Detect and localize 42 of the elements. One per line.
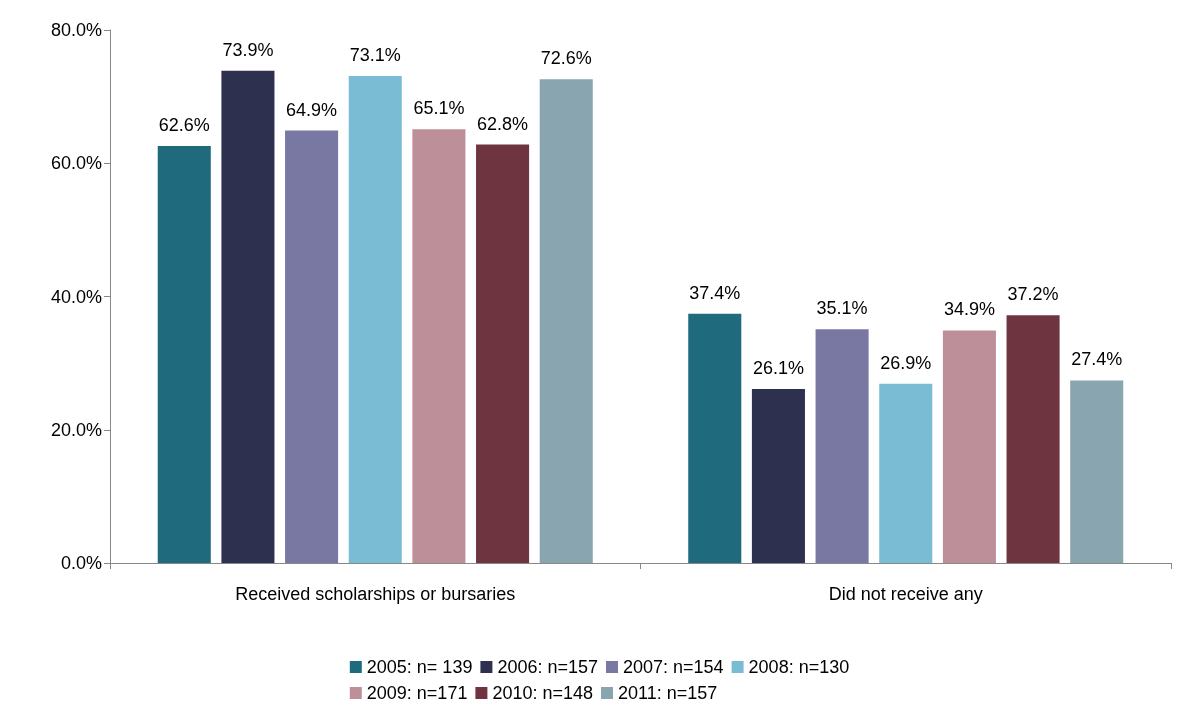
data-label: 34.9% <box>943 299 995 320</box>
data-label: 64.9% <box>286 99 338 120</box>
bar <box>879 383 933 563</box>
x-tick-label: Did not receive any <box>828 584 983 604</box>
legend-label: 2006: n=157 <box>497 657 599 677</box>
data-label: 27.4% <box>1071 349 1123 370</box>
bar <box>348 75 402 563</box>
y-tick-label: 20.0% <box>50 419 102 440</box>
bar <box>476 144 530 563</box>
legend-label: 2007: n=154 <box>623 657 724 677</box>
data-label: 26.9% <box>880 352 932 373</box>
bar <box>157 145 211 563</box>
bar <box>285 130 339 563</box>
data-label: 65.1% <box>413 98 465 119</box>
y-tick-label: 40.0% <box>50 286 102 307</box>
bar <box>1006 315 1060 563</box>
y-tick-label: 0.0% <box>60 553 102 573</box>
y-tick-label: 60.0% <box>50 153 102 174</box>
data-label: 73.1% <box>349 44 401 65</box>
legend-label: 2009: n=171 <box>366 683 468 703</box>
bar <box>751 389 805 563</box>
bar <box>688 313 742 563</box>
bar <box>1070 380 1124 563</box>
data-label: 62.6% <box>158 114 210 135</box>
bar <box>539 79 593 563</box>
data-label: 37.2% <box>1007 284 1059 305</box>
bar <box>221 70 275 563</box>
data-label: 73.9% <box>222 39 274 60</box>
x-tick-label: Received scholarships or bursaries <box>235 584 516 604</box>
legend-label: 2008: n=130 <box>748 657 850 677</box>
data-label: 72.6% <box>540 48 592 69</box>
legend-label: 2005: n= 139 <box>366 657 473 677</box>
data-label: 26.1% <box>752 358 804 379</box>
data-label: 37.4% <box>689 282 741 303</box>
legend-label: 2011: n=157 <box>618 683 718 703</box>
bar <box>942 330 996 563</box>
data-label: 35.1% <box>816 298 868 319</box>
bar <box>815 329 869 563</box>
y-tick-label: 80.0% <box>50 20 102 40</box>
legend-label: 2010: n=148 <box>492 683 594 703</box>
bar <box>412 129 466 563</box>
data-label: 62.8% <box>477 113 529 134</box>
